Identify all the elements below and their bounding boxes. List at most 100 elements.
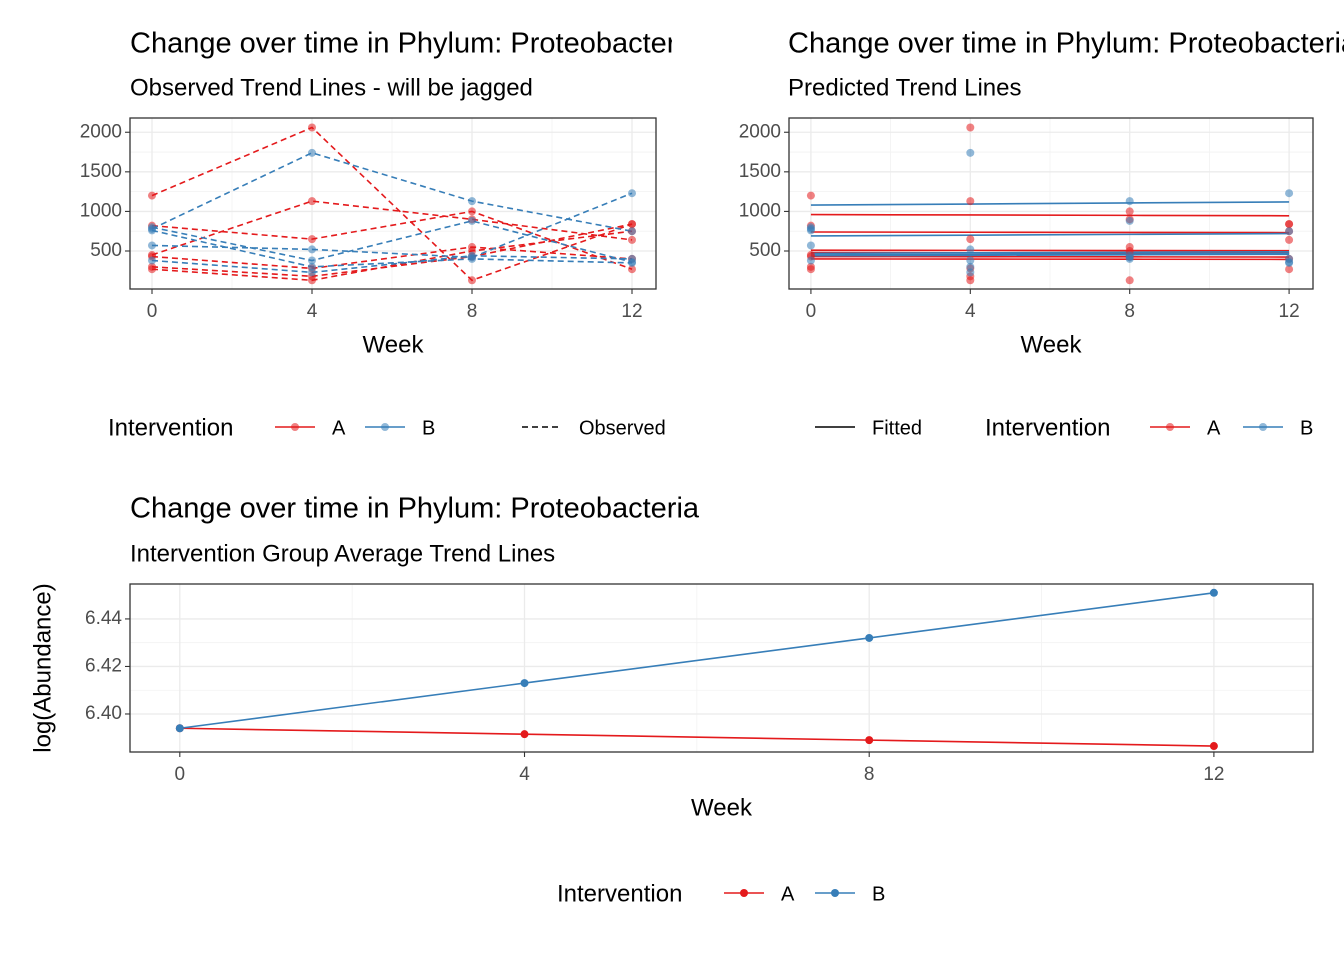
data-point [628, 235, 636, 244]
x-axis-title: Week [691, 794, 753, 821]
data-point [148, 256, 156, 265]
data-point [1125, 254, 1134, 263]
fitted-line [810, 253, 1290, 257]
data-point [1125, 243, 1134, 252]
x-tick-label: 0 [175, 764, 186, 785]
data-point [148, 241, 156, 250]
fitted-line [810, 232, 1290, 237]
data-point [628, 258, 636, 267]
data-point [148, 265, 156, 274]
data-point [966, 276, 975, 285]
legend-label: A [1207, 417, 1221, 439]
x-tick-label: 8 [467, 301, 478, 322]
legend-label: A [332, 417, 346, 439]
data-point [966, 262, 975, 271]
trend-line [179, 591, 1215, 730]
data-point [1125, 197, 1134, 206]
panel: Change over time in Phylum: Proteobacter… [29, 493, 1314, 907]
data-point [468, 216, 476, 225]
y-tick-label: 1000 [739, 200, 781, 221]
legend-title: Intervention [985, 414, 1110, 441]
data-point [966, 148, 975, 157]
data-point [308, 268, 316, 277]
y-tick-label: 6.42 [85, 655, 122, 676]
legend-label: B [1300, 417, 1313, 439]
data-point [308, 245, 316, 254]
trend-line [151, 151, 633, 232]
data-point [628, 265, 636, 274]
data-point [806, 265, 815, 274]
y-tick-label: 500 [90, 240, 122, 261]
trend-line [151, 210, 633, 270]
trend-line [151, 229, 633, 268]
chart-title: Change over time in Phylum: Proteobacter… [130, 493, 700, 525]
legend-label: B [422, 417, 435, 439]
legend-key-point [831, 889, 839, 897]
data-point [865, 633, 874, 642]
data-point [520, 730, 529, 739]
trend-line [151, 192, 633, 259]
legend-key-point [1259, 423, 1267, 431]
x-tick-label: 4 [519, 764, 530, 785]
y-tick-label: 2000 [739, 121, 781, 142]
data-point [966, 235, 975, 244]
data-point [1125, 216, 1134, 225]
trend-line [151, 254, 633, 274]
data-point [308, 262, 316, 271]
legend-key-point [740, 889, 748, 897]
x-tick-label: 4 [307, 301, 318, 322]
data-point [1209, 742, 1218, 751]
data-point [468, 276, 476, 285]
panel-border [129, 583, 1314, 753]
legend-label: Observed [579, 417, 666, 439]
trend-line [151, 200, 633, 256]
data-point [1209, 588, 1218, 597]
y-tick-label: 1500 [80, 161, 122, 182]
data-point [308, 276, 316, 285]
legend-label: A [781, 883, 795, 905]
data-point [1285, 227, 1294, 236]
x-tick-label: 0 [147, 301, 158, 322]
x-tick-label: 8 [1124, 301, 1135, 322]
data-point [1125, 207, 1134, 216]
data-point [806, 226, 815, 235]
fitted-line [810, 201, 1290, 206]
legend-title: Intervention [108, 414, 233, 441]
data-point [806, 191, 815, 200]
trend-line [151, 246, 633, 270]
chart-subtitle: Intervention Group Average Trend Lines [130, 540, 555, 567]
legend-key-point [291, 423, 299, 431]
data-point [806, 256, 815, 265]
y-tick-label: 500 [749, 240, 781, 261]
data-point [468, 197, 476, 206]
panel-border [129, 117, 657, 290]
x-tick-label: 4 [965, 301, 976, 322]
trend-line [151, 126, 633, 282]
data-point [468, 243, 476, 252]
legend-key-point [1166, 423, 1174, 431]
x-axis-title: Week [1021, 331, 1083, 358]
data-point [468, 207, 476, 216]
data-point [966, 268, 975, 277]
data-point [148, 191, 156, 200]
data-point [175, 724, 184, 733]
fitted-line [810, 231, 1290, 234]
data-point [1285, 235, 1294, 244]
x-tick-label: 8 [864, 764, 875, 785]
data-point [966, 245, 975, 254]
panel-border [788, 117, 1314, 290]
data-point [1125, 276, 1134, 285]
data-point [1285, 189, 1294, 198]
trend-line [151, 220, 633, 263]
data-point [628, 220, 636, 229]
chart-subtitle: Observed Trend Lines - will be jagged [130, 74, 533, 101]
chart-title: Change over time in Phylum: Proteobacter… [788, 28, 1344, 60]
fitted-line [810, 213, 1290, 217]
y-axis-title: log(Abundance) [29, 583, 56, 752]
data-point [628, 189, 636, 198]
data-point [806, 241, 815, 250]
data-point [966, 197, 975, 206]
data-point [308, 123, 316, 132]
y-tick-label: 1000 [80, 200, 122, 221]
